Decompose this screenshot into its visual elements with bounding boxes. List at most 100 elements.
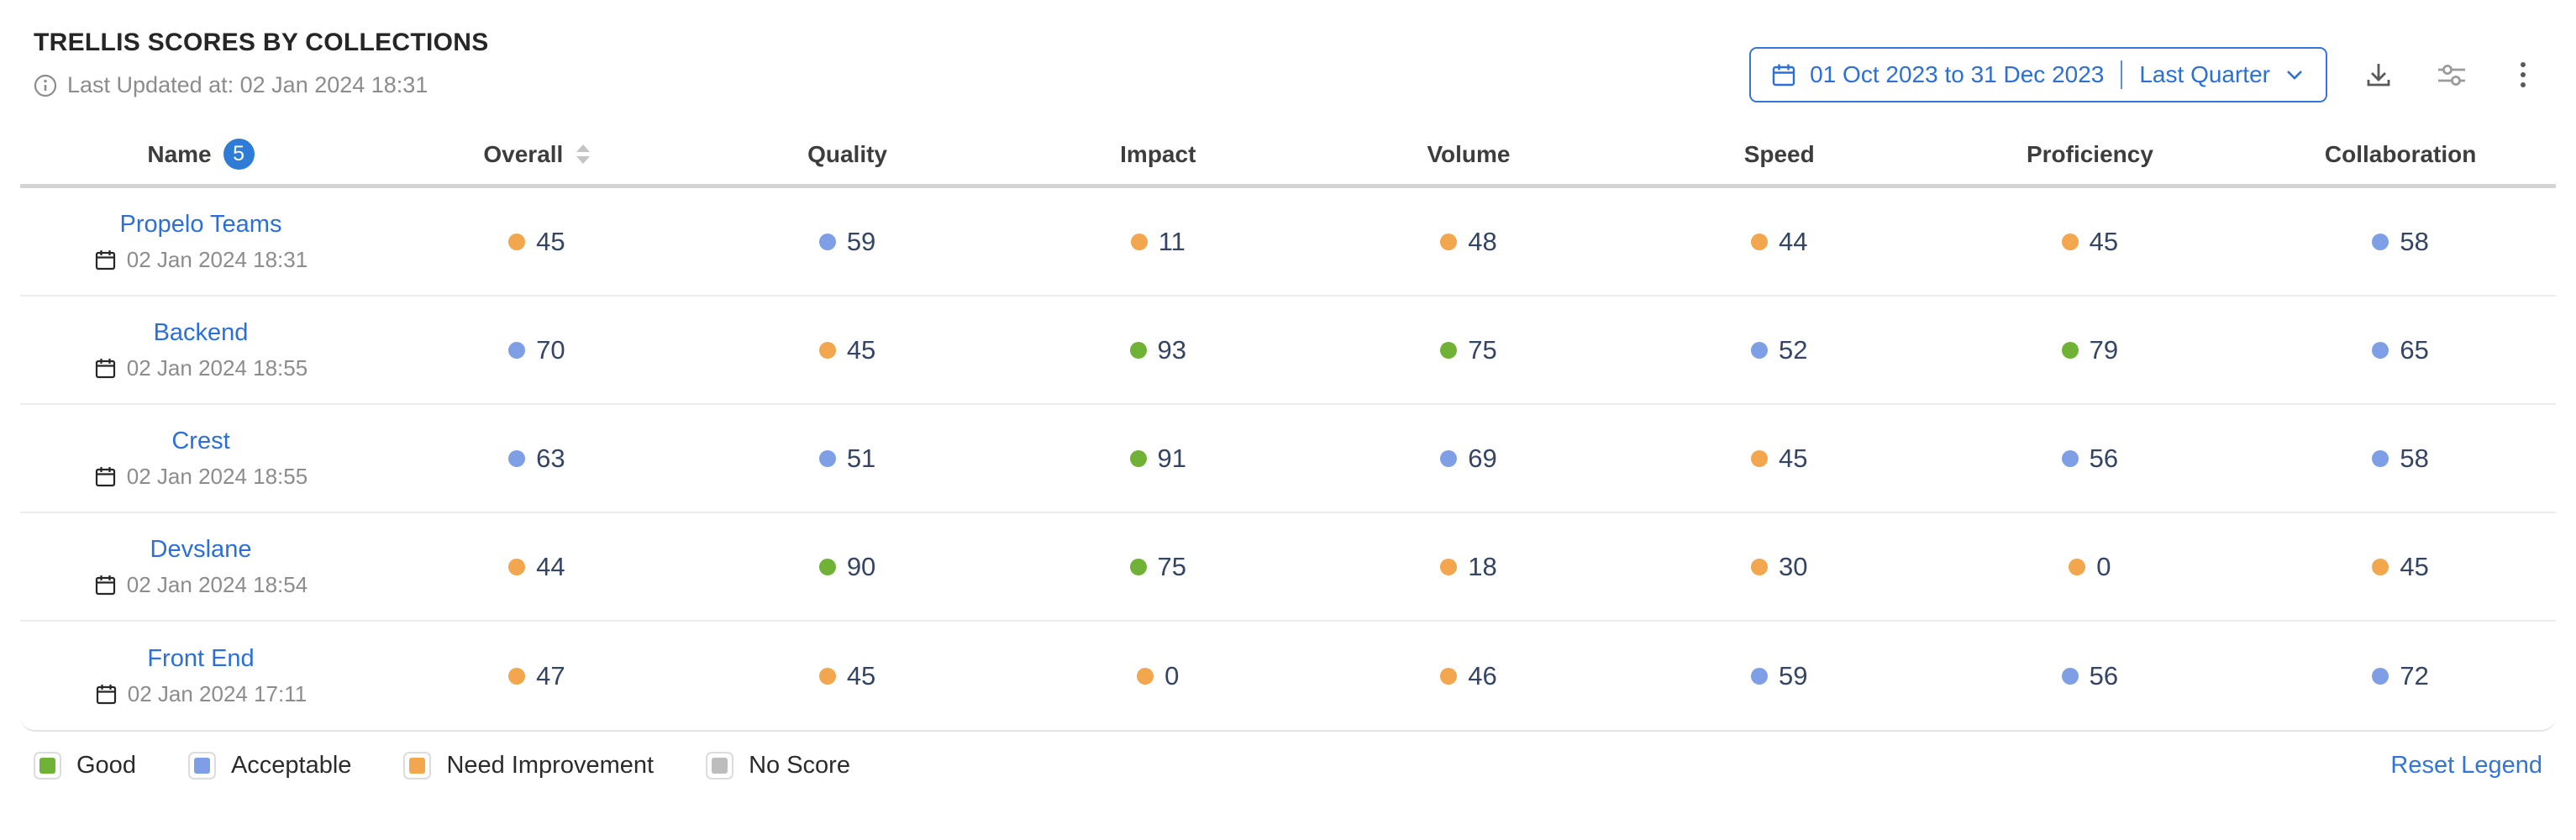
- score-cell-collaboration: 45: [2245, 552, 2556, 582]
- collection-link[interactable]: Devslane: [150, 535, 252, 563]
- score-dot: [1750, 341, 1768, 359]
- score-cell-volume: 18: [1313, 552, 1624, 582]
- title-block: TRELLIS SCORES BY COLLECTIONS Last Updat…: [34, 29, 489, 98]
- legend-checkbox: [187, 752, 216, 780]
- download-icon: [2367, 64, 2390, 87]
- score-value: 44: [536, 551, 565, 581]
- row-updated: 02 Jan 2024 18:54: [94, 572, 308, 598]
- score-dot: [1129, 558, 1147, 575]
- legend-item-acceptable[interactable]: Acceptable: [187, 752, 351, 780]
- score-cell-collaboration: 65: [2245, 335, 2556, 365]
- collection-link[interactable]: Backend: [153, 318, 249, 346]
- score-dot: [2061, 449, 2079, 467]
- score-value: 0: [1164, 660, 1180, 690]
- sort-descend-caret: [576, 156, 591, 164]
- column-header-quality: Quality: [692, 141, 1003, 168]
- legend-item-need-improvement[interactable]: Need Improvement: [403, 752, 654, 780]
- score-value: 72: [2400, 660, 2429, 690]
- score-value: 58: [2400, 226, 2429, 256]
- calendar-icon: [95, 466, 115, 486]
- info-icon[interactable]: [34, 74, 57, 97]
- column-header-collaboration: Collaboration: [2245, 141, 2556, 168]
- score-dot: [2372, 233, 2389, 250]
- row-updated-text: 02 Jan 2024 18:55: [126, 354, 308, 381]
- score-dot: [2061, 341, 2079, 359]
- column-header-label: Name: [147, 140, 212, 167]
- score-cell-proficiency: 79: [1935, 335, 2246, 365]
- row-count-badge: 5: [223, 139, 255, 170]
- widget-controls: 01 Oct 2023 to 31 Dec 2023 Last Quarter: [1749, 47, 2542, 102]
- legend: Good Acceptable Need Improvement No Score: [34, 752, 850, 780]
- score-value: 45: [2089, 226, 2119, 256]
- score-value: 58: [2400, 443, 2429, 473]
- score-value: 45: [846, 660, 876, 690]
- collection-link[interactable]: Front End: [147, 644, 255, 672]
- legend-color-swatch: [39, 758, 55, 774]
- column-header-volume: Volume: [1313, 141, 1624, 168]
- score-value: 91: [1157, 443, 1187, 473]
- column-header-label: Speed: [1743, 140, 1815, 167]
- score-value: 47: [536, 660, 565, 690]
- column-header-proficiency: Proficiency: [1935, 141, 2246, 168]
- score-dot: [2061, 667, 2079, 685]
- score-dot: [2372, 558, 2389, 575]
- table-row: Propelo Teams 02 Jan 2024 18:31 45 59 11 48 4…: [20, 188, 2556, 297]
- score-cell-quality: 45: [692, 661, 1003, 691]
- score-dot: [1440, 558, 1458, 575]
- score-value: 59: [1778, 660, 1808, 690]
- score-cell-proficiency: 56: [1935, 444, 2246, 474]
- legend-color-swatch: [712, 758, 728, 774]
- score-dot: [1137, 667, 1154, 685]
- score-cell-collaboration: 58: [2245, 444, 2556, 474]
- score-value: 45: [2400, 551, 2429, 581]
- score-value: 93: [1157, 334, 1187, 365]
- score-dot: [1129, 341, 1147, 359]
- row-updated-text: 02 Jan 2024 18:31: [126, 246, 308, 272]
- table-row: Devslane 02 Jan 2024 18:54 44 90 75 18 30 0 45: [20, 513, 2556, 622]
- score-value: 63: [536, 443, 565, 473]
- collection-link[interactable]: Crest: [171, 427, 230, 454]
- legend-item-good[interactable]: Good: [34, 752, 136, 780]
- score-dot: [1440, 449, 1458, 467]
- widget-settings-button[interactable]: [2430, 53, 2473, 97]
- score-dot: [508, 667, 526, 685]
- column-header-speed: Speed: [1624, 141, 1935, 168]
- row-updated-text: 02 Jan 2024 18:54: [126, 571, 308, 597]
- legend-item-no-score[interactable]: No Score: [706, 752, 850, 780]
- score-cell-quality: 90: [692, 552, 1003, 582]
- kebab-menu-icon: [2521, 62, 2526, 87]
- legend-color-swatch: [193, 758, 210, 774]
- more-options-button[interactable]: [2504, 53, 2542, 97]
- score-cell-impact: 0: [1002, 661, 1313, 691]
- collection-link[interactable]: Propelo Teams: [119, 210, 282, 238]
- score-cell-proficiency: 45: [1935, 227, 2246, 257]
- score-cell-collaboration: 58: [2245, 227, 2556, 257]
- score-dot: [818, 667, 836, 685]
- download-button[interactable]: [2358, 54, 2400, 96]
- score-dot: [2372, 667, 2389, 685]
- row-updated-text: 02 Jan 2024 17:11: [127, 680, 308, 706]
- score-cell-speed: 59: [1624, 661, 1935, 691]
- score-cell-volume: 48: [1313, 227, 1624, 257]
- legend-checkbox: [706, 752, 734, 780]
- reset-legend-link[interactable]: Reset Legend: [2390, 752, 2542, 779]
- score-value: 56: [2089, 660, 2119, 690]
- score-value: 11: [1158, 226, 1185, 256]
- score-value: 70: [536, 334, 565, 365]
- score-value: 75: [1468, 334, 1497, 365]
- score-cell-collaboration: 72: [2245, 661, 2556, 691]
- score-cell-overall: 45: [381, 227, 692, 257]
- score-dot: [818, 233, 836, 250]
- score-value: 30: [1778, 551, 1808, 581]
- legend-checkbox: [403, 752, 432, 780]
- date-range-button[interactable]: 01 Oct 2023 to 31 Dec 2023 Last Quarter: [1749, 47, 2327, 102]
- score-value: 52: [1778, 334, 1808, 365]
- column-header-label: Impact: [1120, 140, 1196, 167]
- last-updated-text: Last Updated at: 02 Jan 2024 18:31: [67, 72, 428, 97]
- sort-icon[interactable]: [576, 144, 591, 164]
- column-header-overall[interactable]: Overall: [381, 141, 692, 168]
- sort-ascend-caret: [576, 144, 591, 152]
- score-cell-speed: 45: [1624, 444, 1935, 474]
- score-dot: [1440, 667, 1458, 685]
